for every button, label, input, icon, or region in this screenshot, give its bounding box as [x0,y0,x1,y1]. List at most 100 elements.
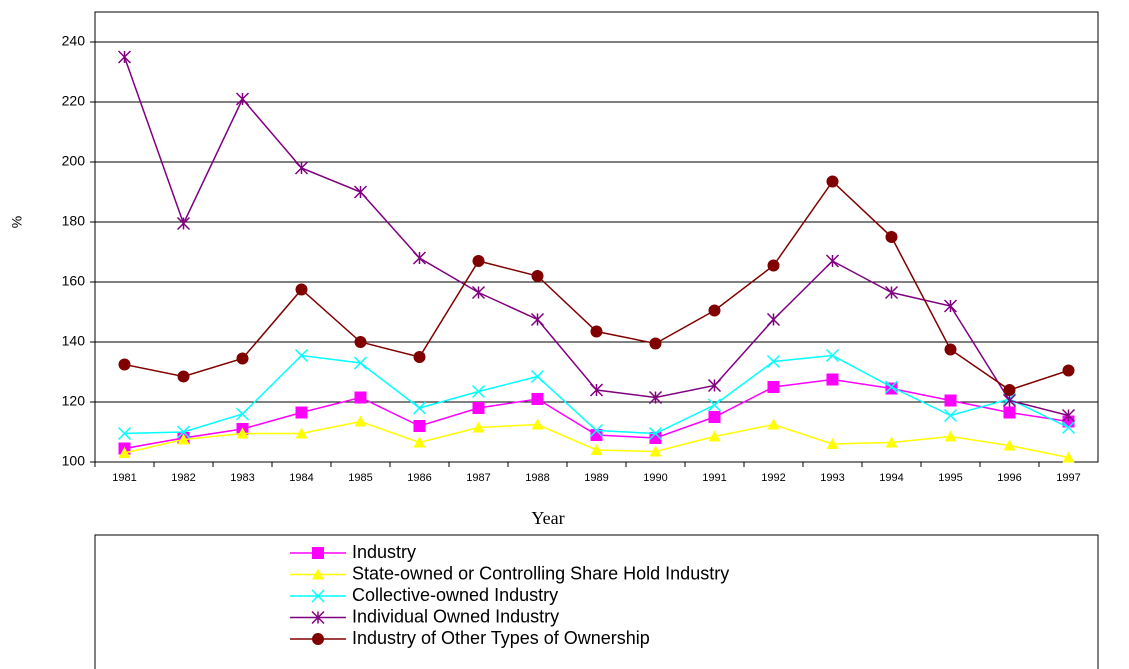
marker [530,312,545,327]
marker [590,444,603,455]
legend-label: Industry of Other Types of Ownership [352,628,650,648]
marker [708,304,721,317]
marker [472,255,485,267]
x-tick-label: 1985 [348,472,372,484]
x-tick-label: 1994 [879,472,903,484]
x-tick-label: 1991 [702,472,726,484]
marker [1061,408,1076,423]
marker [354,415,367,427]
marker [177,370,190,383]
legend-label: Industry [352,542,416,562]
marker [413,351,426,363]
marker [294,161,309,175]
marker [295,427,308,439]
marker [354,336,367,348]
marker [235,407,250,421]
marker [472,421,485,433]
marker [590,325,603,338]
y-tick-label: 120 [62,393,86,409]
marker [826,438,839,449]
marker [649,337,662,350]
marker [530,369,545,384]
marker [826,175,839,188]
marker [944,394,957,407]
y-axis-label: % [9,216,25,228]
marker [311,589,325,603]
marker [118,358,131,371]
marker [708,430,721,442]
marker [708,411,721,423]
marker [353,356,368,370]
x-tick-label: 1997 [1056,472,1080,484]
marker [885,436,898,448]
marker [589,383,604,397]
x-tick-label: 1984 [289,472,313,484]
marker [944,430,957,442]
marker [531,393,544,405]
marker [412,251,427,265]
x-tick-label: 1986 [407,472,431,484]
marker [649,432,662,444]
x-tick-label: 1989 [584,472,608,484]
y-tick-label: 140 [62,333,86,349]
marker [117,426,132,441]
legend-label: Individual Owned Industry [352,606,559,626]
legend-box [94,534,1099,669]
marker [472,402,485,414]
marker [176,425,191,439]
marker [767,381,780,393]
marker [648,426,663,441]
y-tick-label: 160 [62,273,86,289]
marker [117,50,132,64]
marker [1003,384,1016,396]
marker [707,398,722,412]
marker [312,633,324,645]
x-tick-label: 1981 [112,472,136,484]
marker [885,231,898,243]
series-line [124,180,1069,391]
legend-label: Collective-owned Industry [352,585,558,605]
x-tick-label: 1983 [230,472,254,484]
marker [589,423,604,438]
marker [649,445,662,457]
legend-label: State-owned or Controlling Share Hold In… [352,563,729,583]
marker [295,283,308,296]
marker [944,343,957,356]
marker [1002,393,1017,408]
marker [766,312,781,327]
marker [294,348,309,363]
marker [412,401,427,415]
marker [766,354,781,369]
marker [826,373,839,386]
marker [312,568,324,580]
x-tick-label: 1995 [938,472,962,484]
marker [1062,364,1075,377]
marker [177,433,190,445]
marker [590,429,603,441]
marker [236,352,249,365]
marker [767,418,780,430]
marker [1003,406,1016,419]
x-axis-label: Year [531,508,564,528]
marker [531,270,544,282]
marker [118,447,131,458]
marker [1062,451,1075,463]
marker [471,285,486,300]
marker [413,420,426,432]
x-tick-label: 1996 [997,472,1021,484]
x-tick-label: 1982 [171,472,195,484]
marker [825,254,840,268]
marker [648,390,663,405]
marker [312,547,324,559]
marker [943,299,958,313]
y-tick-label: 180 [62,213,86,229]
marker [707,378,722,393]
marker [236,427,249,439]
marker [1061,420,1076,435]
marker [884,380,899,394]
marker [295,406,308,419]
marker [531,418,544,430]
y-tick-label: 100 [62,453,86,469]
marker [943,408,958,423]
